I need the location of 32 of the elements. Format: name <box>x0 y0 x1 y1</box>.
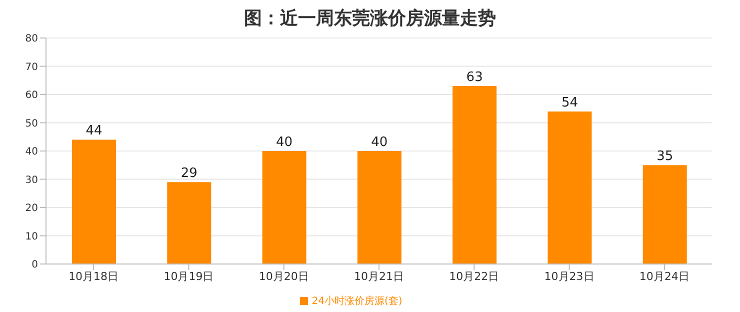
x-tick-label: 10月20日 <box>258 270 309 283</box>
bar <box>262 151 306 264</box>
y-tick-label: 40 <box>25 146 38 158</box>
data-label: 29 <box>180 166 198 182</box>
x-tick-label: 10月21日 <box>354 270 404 283</box>
chart-title: 图：近一周东莞涨价房源量走势 <box>243 7 497 31</box>
data-label: 44 <box>86 124 102 139</box>
y-tick-label: 10 <box>25 231 38 242</box>
y-tick-label: 0 <box>32 260 38 271</box>
data-label: 54 <box>561 95 578 110</box>
data-label: 63 <box>466 70 483 86</box>
bar <box>167 182 212 264</box>
bar <box>642 165 687 264</box>
y-tick-label: 80 <box>25 34 38 45</box>
data-label: 40 <box>276 135 293 150</box>
x-tick-label: 10月24日 <box>639 270 690 283</box>
y-tick-label: 70 <box>25 62 38 73</box>
y-tick-label: 50 <box>25 118 38 130</box>
bar <box>548 111 592 264</box>
y-tick-label: 60 <box>25 90 38 102</box>
bar <box>72 140 116 264</box>
legend-label: 24小时涨价房源(套) <box>312 296 402 307</box>
bar <box>452 86 497 264</box>
data-label: 40 <box>371 135 388 150</box>
x-tick-label: 10月22日 <box>449 270 500 283</box>
y-tick-label: 30 <box>25 174 38 186</box>
data-label: 35 <box>656 149 674 164</box>
x-tick-label: 10月19日 <box>164 270 214 283</box>
x-tick-label: 10月18日 <box>68 270 119 283</box>
bar <box>357 151 402 264</box>
y-tick-label: 20 <box>25 203 38 214</box>
x-tick-label: 10月23日 <box>544 270 594 283</box>
